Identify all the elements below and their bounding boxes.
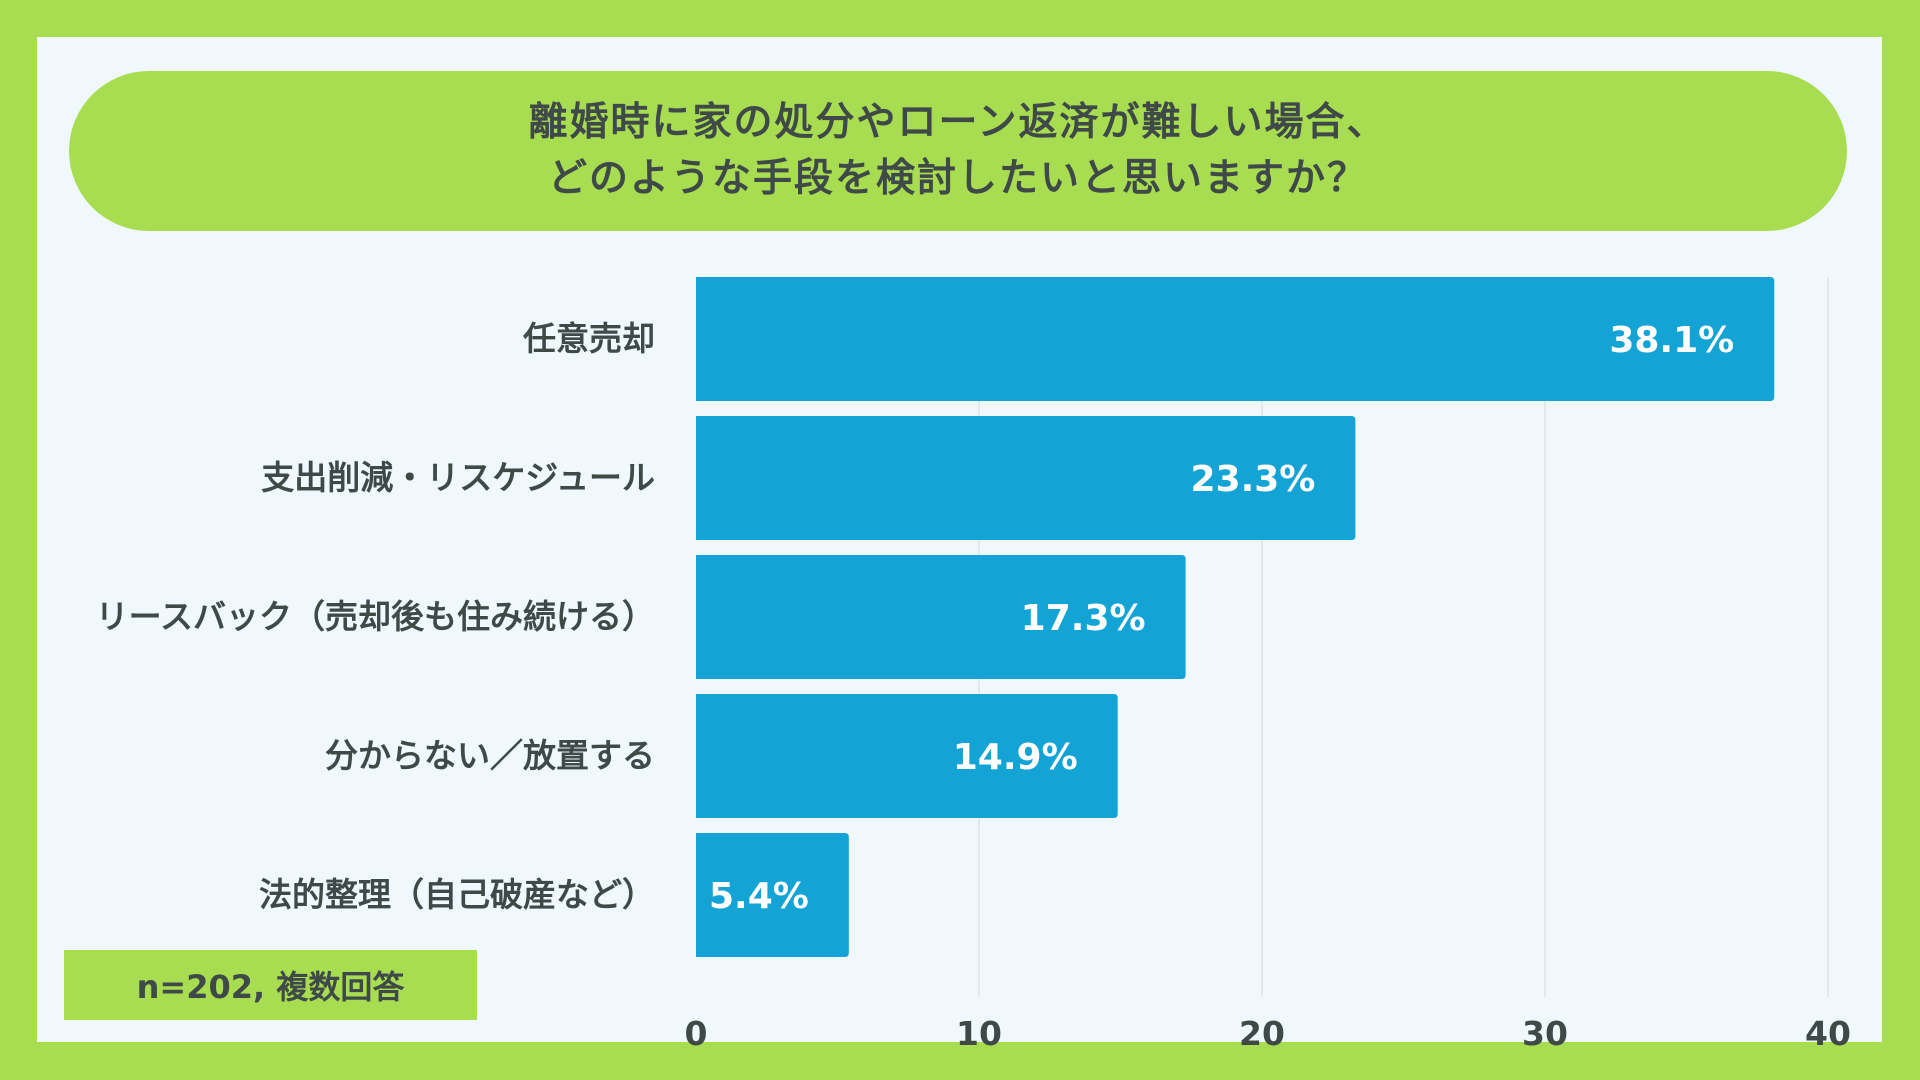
category-label-1: 任意売却 <box>523 319 655 358</box>
category-label-5: 法的整理（自己破産など） <box>259 875 655 914</box>
chart-title-line-1: 離婚時に家の処分やローン返済が難しい場合、 <box>528 100 1388 145</box>
x-tick-label-40: 40 <box>1805 1014 1851 1053</box>
bar-value-label-4: 14.9% <box>953 737 1078 778</box>
bar-value-label-1: 38.1% <box>1609 320 1734 361</box>
bar-2 <box>696 416 1356 540</box>
title-banner: 離婚時に家の処分やローン返済が難しい場合、 どのような手段を検討したいと思います… <box>69 71 1847 231</box>
bar-5 <box>696 833 849 957</box>
category-label-3: リースバック（売却後も住み続ける） <box>95 597 655 636</box>
x-tick-label-30: 30 <box>1522 1014 1568 1053</box>
x-tick-label-0: 0 <box>685 1014 708 1053</box>
plot-area: 38.1% 23.3% 17.3% 14.9% 5.4% 0 10 20 30 40 <box>685 277 1851 1053</box>
bar-3 <box>696 555 1186 679</box>
bar-4 <box>696 694 1118 818</box>
x-tick-label-20: 20 <box>1239 1014 1285 1053</box>
chart-title-line-2: どのような手段を検討したいと思いますか？ <box>547 156 1368 201</box>
x-tick-label-10: 10 <box>956 1014 1002 1053</box>
bar-value-label-3: 17.3% <box>1021 598 1146 639</box>
chart-panel: 離婚時に家の処分やローン返済が難しい場合、 どのような手段を検討したいと思います… <box>37 37 1882 1053</box>
bar-chart: 38.1% 23.3% 17.3% 14.9% 5.4% 0 10 20 30 40 <box>685 277 1851 1053</box>
category-label-4: 分からない／放置する <box>325 736 655 775</box>
category-label-2: 支出削減・リスケジュール <box>261 458 655 497</box>
sample-note: n=202, 複数回答 <box>136 968 405 1006</box>
bar-value-label-2: 23.3% <box>1190 459 1315 500</box>
sample-note-box: n=202, 複数回答 <box>64 950 477 1020</box>
bar-value-label-5: 5.4% <box>709 876 809 917</box>
bar-1 <box>696 277 1775 401</box>
